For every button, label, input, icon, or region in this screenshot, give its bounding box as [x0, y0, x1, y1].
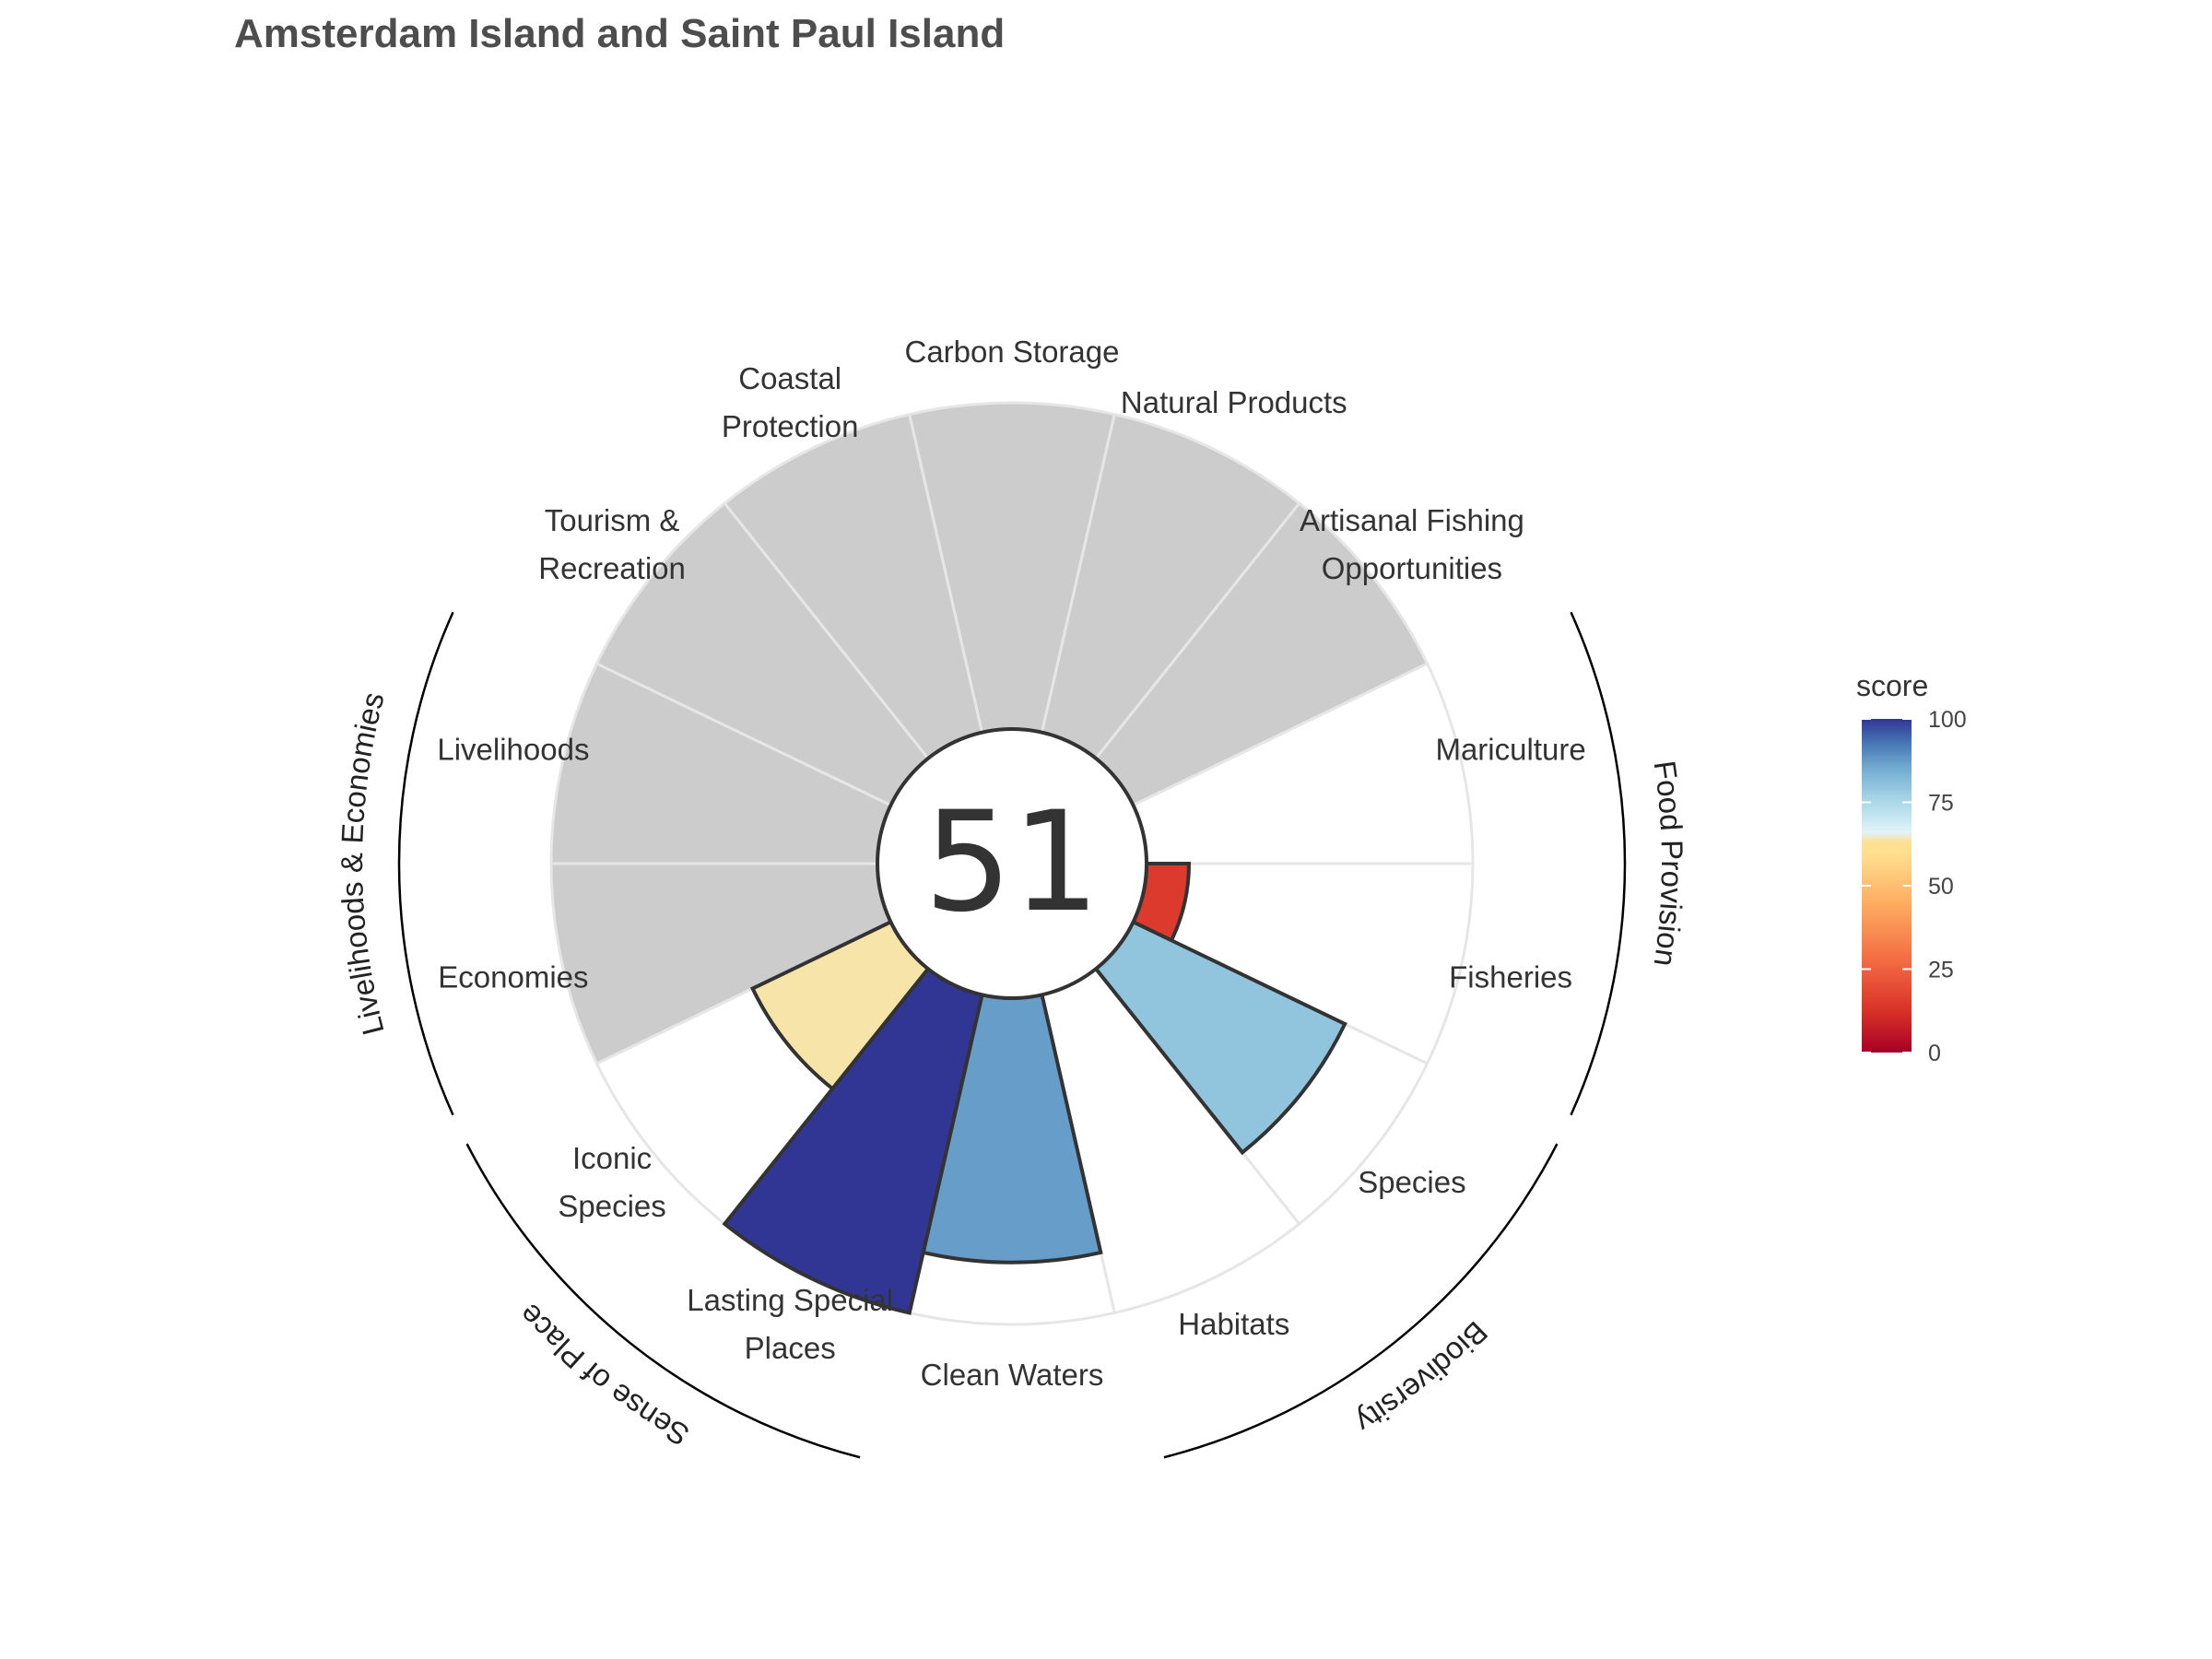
goal-label-layer: Fisheries Species Habitats Clean Waters Last… [437, 335, 1585, 1392]
legend-tick-label: 25 [1928, 958, 1954, 983]
group-arc-sense-of-place [465, 1143, 861, 1459]
score-legend: score 0 25 50 75 100 [1856, 669, 1967, 1066]
goal-label-artisanal-fishing-opportunities: Artisanal Fishing Opportunities [1300, 503, 1524, 585]
goal-label-carbon-storage: Carbon Storage [905, 335, 1120, 369]
goal-label-mariculture: Mariculture [1435, 733, 1585, 767]
center-circle [876, 727, 1148, 1000]
legend-tick-label: 50 [1928, 874, 1954, 900]
center-score: 51 [924, 782, 1100, 943]
goal-label-livelihoods: Livelihoods [437, 733, 589, 767]
legend-tick-label: 0 [1928, 1041, 1941, 1066]
group-arc-food-provision [1570, 611, 1627, 1116]
legend-title: score [1856, 669, 1928, 702]
group-label-livelihoods-and-economies: Livelihoods & Economies [335, 688, 391, 1039]
goal-label-coastal-protection: Coastal Protection [722, 361, 859, 443]
goal-label-fisheries: Fisheries [1449, 959, 1572, 994]
legend-tick-label: 100 [1928, 707, 1967, 733]
goal-label-habitats: Habitats [1178, 1307, 1289, 1341]
goal-label-tourism-and-recreation: Tourism & Recreation [538, 503, 686, 585]
petal-bar-layer [722, 862, 1347, 1315]
goal-label-iconic-species: Iconic Species [558, 1141, 665, 1223]
group-arc-livelihoods-and-economies [397, 611, 454, 1116]
goal-label-economies: Economies [438, 959, 588, 994]
group-label-food-provision: Food Provision [1648, 759, 1690, 969]
goal-label-clean-waters: Clean Waters [921, 1358, 1104, 1392]
group-label-biodiversity: Biodiversity [1349, 1315, 1494, 1441]
goal-label-lasting-special-places: Lasting Special Places [687, 1283, 893, 1365]
legend-tick-label: 75 [1928, 791, 1954, 817]
group-arc-biodiversity [1163, 1143, 1559, 1459]
goal-label-species: Species [1358, 1165, 1465, 1199]
chart-title: Amsterdam Island and Saint Paul Island [234, 11, 1006, 56]
goal-label-natural-products: Natural Products [1121, 385, 1347, 419]
